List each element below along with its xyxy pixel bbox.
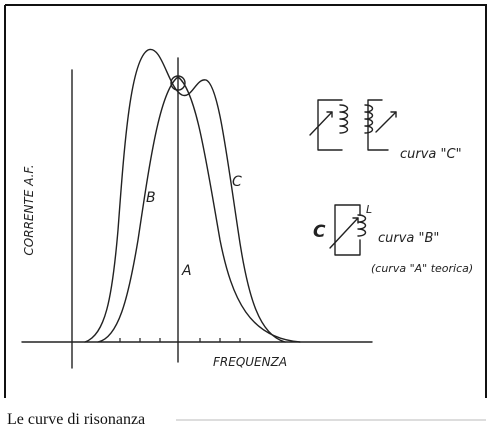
axis-ticks: [119, 338, 241, 342]
legend-text: (curva "A" teorica): [371, 262, 473, 275]
x-axis-label: FREQUENZA: [213, 355, 287, 369]
caption: Le curve di risonanza: [7, 411, 145, 428]
circuit-symbols: [309, 99, 397, 256]
curve-label: A: [181, 263, 192, 279]
y-axis-label: CORRENTE A.F.: [22, 164, 36, 255]
curve-label: C: [232, 174, 242, 190]
component-label: L: [366, 203, 372, 216]
curve-b: [84, 49, 286, 343]
component-label: C: [313, 222, 326, 242]
frame: [4, 4, 487, 398]
curve-label: B: [146, 190, 156, 206]
curve-c: [97, 76, 301, 343]
legend-text: curva "C": [400, 147, 462, 162]
peak-marker: [170, 75, 186, 91]
legend-text: curva "B": [378, 231, 439, 246]
